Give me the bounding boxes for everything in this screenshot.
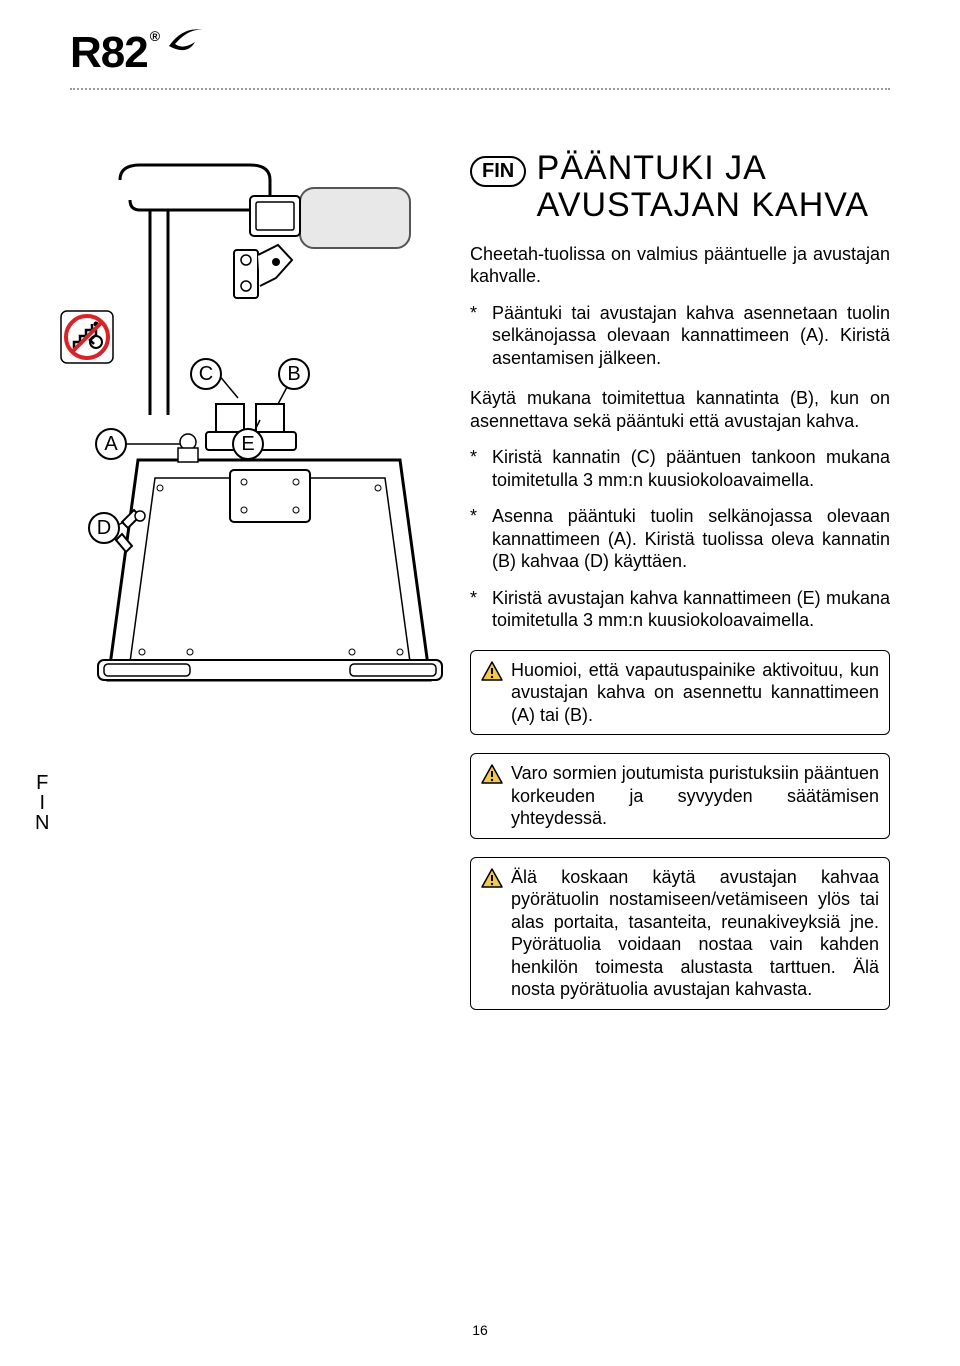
logo-swoosh-icon (165, 22, 207, 58)
brand-text: R82 (70, 28, 148, 78)
step-4: * Kiristä avustajan kahva kannattimeen (… (470, 587, 890, 632)
bullet-marker: * (470, 587, 492, 632)
registered-mark: ® (150, 28, 159, 44)
language-badge: FIN (470, 156, 526, 187)
no-stairs-icon (60, 310, 114, 364)
bullet-marker: * (470, 446, 492, 491)
brand-logo: R82® (70, 28, 890, 78)
warning-box-3: Älä koskaan käytä avustajan kahvaa pyörä… (470, 857, 890, 1010)
warning-box-2: Varo sormien joutumista puristuksiin pää… (470, 753, 890, 839)
step-4-text: Kiristä avustajan kahva kannattimeen (E)… (492, 587, 890, 632)
side-tab-i: I (35, 793, 49, 813)
callout-e: E (232, 428, 264, 460)
warning-icon (481, 868, 503, 888)
product-diagram: A B C D E (60, 160, 460, 720)
header-divider (70, 88, 890, 90)
step-3: * Asenna pääntuki tuolin selkänojassa ol… (470, 505, 890, 573)
page-number: 16 (0, 1322, 960, 1338)
page-header: R82® (70, 28, 890, 90)
step-3-text: Asenna pääntuki tuolin selkänojassa olev… (492, 505, 890, 573)
title-line-1: PÄÄNTUKI JA (537, 149, 767, 187)
step-1-text: Pääntuki tai avustajan kahva asennetaan … (492, 302, 890, 370)
text-column: FIN PÄÄNTUKI JA AVUSTAJAN KAHVA Cheetah-… (470, 150, 890, 1010)
step-2-text: Kiristä kannatin (C) pääntuen tankoon mu… (492, 446, 890, 491)
warning-2-text: Varo sormien joutumista puristuksiin pää… (511, 762, 879, 830)
bullet-marker: * (470, 505, 492, 573)
intro-paragraph: Cheetah-tuolissa on valmius pääntuelle j… (470, 243, 890, 288)
warning-box-1: Huomioi, että vapautuspainike aktivoituu… (470, 650, 890, 736)
callout-b: B (278, 358, 310, 390)
side-language-tab: F I N (35, 773, 49, 833)
callout-a: A (95, 428, 127, 460)
page-title: PÄÄNTUKI JA AVUSTAJAN KAHVA (537, 150, 869, 225)
side-tab-n: N (35, 813, 49, 833)
step-1: * Pääntuki tai avustajan kahva asennetaa… (470, 302, 890, 370)
warning-3-text: Älä koskaan käytä avustajan kahvaa pyörä… (511, 866, 879, 1001)
bullet-marker: * (470, 302, 492, 370)
title-row: FIN PÄÄNTUKI JA AVUSTAJAN KAHVA (470, 150, 890, 225)
title-line-2: AVUSTAJAN KAHVA (537, 186, 869, 224)
warning-icon (481, 661, 503, 681)
callout-d: D (88, 512, 120, 544)
step-2: * Kiristä kannatin (C) pääntuen tankoon … (470, 446, 890, 491)
callout-c: C (190, 358, 222, 390)
paragraph-bracket: Käytä mukana toimitettua kannatinta (B),… (470, 387, 890, 432)
warning-1-text: Huomioi, että vapautuspainike aktivoituu… (511, 659, 879, 727)
side-tab-f: F (35, 773, 49, 793)
warning-icon (481, 764, 503, 784)
